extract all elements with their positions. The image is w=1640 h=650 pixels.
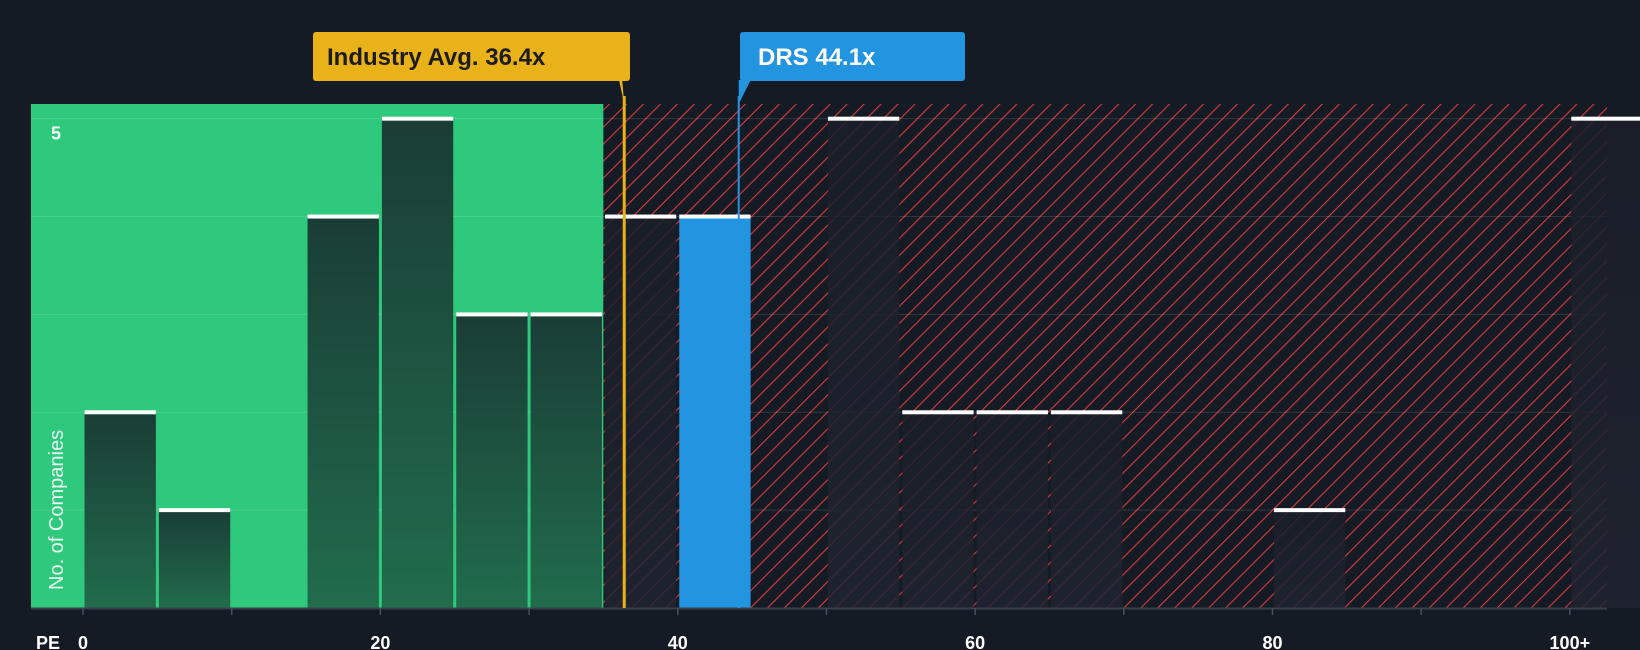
histogram-bar bbox=[1274, 510, 1345, 608]
histogram-bar bbox=[1571, 119, 1640, 608]
bar-cap bbox=[382, 117, 453, 121]
histogram-bar bbox=[308, 217, 379, 608]
x-tick-label: 100+ bbox=[1550, 633, 1591, 650]
bar-cap bbox=[1274, 508, 1345, 512]
histogram-bar bbox=[85, 412, 156, 608]
histogram-bar bbox=[159, 510, 230, 608]
bar-cap bbox=[85, 410, 156, 414]
bar-cap bbox=[605, 215, 676, 219]
histogram-bar bbox=[679, 217, 750, 608]
company-pe-label: DRS 44.1x bbox=[758, 44, 876, 71]
company-pe-pointer bbox=[739, 80, 751, 104]
x-tick-label: 40 bbox=[668, 633, 688, 650]
x-axis-title: PE bbox=[36, 633, 60, 650]
x-tick-label: 60 bbox=[965, 633, 985, 650]
histogram-bar bbox=[1051, 412, 1122, 608]
bar-cap bbox=[828, 117, 899, 121]
histogram-bar bbox=[456, 314, 527, 608]
y-tick-label: 5 bbox=[51, 124, 61, 144]
histogram-bar bbox=[828, 119, 899, 608]
bar-cap bbox=[531, 312, 602, 316]
x-axis bbox=[31, 608, 1607, 615]
histogram-bar bbox=[902, 412, 973, 608]
histogram-bar bbox=[605, 217, 676, 608]
bar-cap bbox=[308, 215, 379, 219]
x-tick-label: 20 bbox=[370, 633, 390, 650]
bar-cap bbox=[902, 410, 973, 414]
industry-avg-label: Industry Avg. 36.4x bbox=[327, 44, 546, 71]
histogram-bar bbox=[977, 412, 1048, 608]
zones bbox=[31, 104, 1607, 608]
bar-cap bbox=[1051, 410, 1122, 414]
bar-cap bbox=[679, 215, 750, 219]
histogram-bar bbox=[531, 314, 602, 608]
bar-cap bbox=[456, 312, 527, 316]
x-tick-label: 80 bbox=[1262, 633, 1282, 650]
x-tick-label: 0 bbox=[78, 633, 88, 650]
bar-cap bbox=[977, 410, 1048, 414]
bar-cap bbox=[159, 508, 230, 512]
y-axis-title: No. of Companies bbox=[46, 430, 68, 590]
bar-cap bbox=[1571, 117, 1640, 121]
histogram-bar bbox=[382, 119, 453, 608]
